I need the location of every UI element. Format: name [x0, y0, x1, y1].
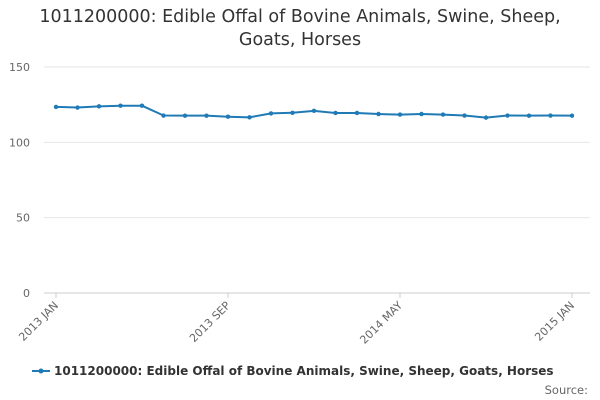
x-axis-labels: 2013 JAN 2013 SEP 2014 MAY 2015 JAN — [16, 293, 577, 347]
source-label: Source: — [544, 383, 588, 397]
data-point[interactable] — [268, 111, 274, 116]
data-point[interactable] — [290, 110, 295, 116]
y-tick-label: 100 — [9, 136, 30, 149]
data-point[interactable] — [483, 115, 489, 120]
data-point[interactable] — [311, 108, 317, 114]
data-point[interactable] — [225, 114, 231, 119]
data-point[interactable] — [505, 113, 510, 118]
data-point[interactable] — [397, 112, 403, 117]
data-point[interactable] — [333, 110, 338, 116]
data-point[interactable] — [53, 104, 59, 110]
data-point[interactable] — [526, 113, 532, 118]
data-point[interactable] — [161, 113, 166, 118]
chart-title-line-1: 1011200000: Edible Offal of Bovine Anima… — [39, 7, 561, 27]
data-point[interactable] — [419, 111, 424, 117]
chart-title-line-2: Goats, Horses — [238, 30, 362, 50]
x-tick-label: 2014 MAY — [357, 299, 405, 347]
data-point[interactable] — [569, 113, 575, 118]
data-point[interactable] — [118, 103, 123, 108]
legend-line-marker-icon — [32, 368, 50, 374]
legend-label: 1011200000: Edible Offal of Bovine Anima… — [54, 364, 554, 378]
y-tick-label: 150 — [9, 61, 30, 74]
data-point[interactable] — [462, 113, 467, 118]
data-point[interactable] — [247, 115, 252, 120]
data-point[interactable] — [440, 112, 446, 117]
data-point[interactable] — [139, 103, 145, 108]
gridlines — [44, 66, 590, 294]
x-tick-label: 2013 JAN — [16, 299, 61, 344]
data-point[interactable] — [376, 111, 381, 117]
x-tick-label: 2013 SEP — [187, 299, 233, 345]
x-tick-label: 2015 JAN — [532, 299, 577, 344]
data-point[interactable] — [354, 110, 360, 116]
y-axis-labels: 0 50 100 150 — [9, 61, 30, 300]
y-tick-label: 0 — [23, 287, 30, 300]
data-point[interactable] — [182, 113, 188, 118]
data-point[interactable] — [548, 113, 553, 118]
data-point[interactable] — [204, 113, 209, 118]
data-point[interactable] — [75, 105, 80, 110]
y-tick-label: 50 — [16, 212, 30, 225]
legend[interactable]: 1011200000: Edible Offal of Bovine Anima… — [32, 364, 554, 378]
chart-title: 1011200000: Edible Offal of Bovine Anima… — [0, 6, 600, 52]
data-point[interactable] — [96, 104, 102, 109]
series-group — [53, 103, 575, 120]
